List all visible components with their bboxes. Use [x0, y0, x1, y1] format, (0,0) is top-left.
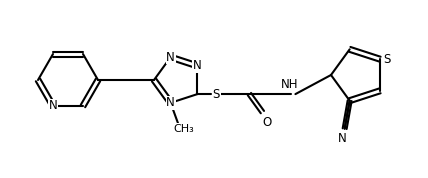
- Text: N: N: [193, 59, 202, 72]
- Text: S: S: [383, 53, 390, 66]
- Text: N: N: [49, 100, 57, 112]
- Text: S: S: [213, 88, 220, 101]
- Text: N: N: [166, 96, 175, 109]
- Text: N: N: [338, 132, 347, 145]
- Text: O: O: [263, 116, 272, 129]
- Text: NH: NH: [281, 78, 298, 91]
- Text: CH₃: CH₃: [173, 124, 194, 134]
- Text: N: N: [166, 51, 175, 64]
